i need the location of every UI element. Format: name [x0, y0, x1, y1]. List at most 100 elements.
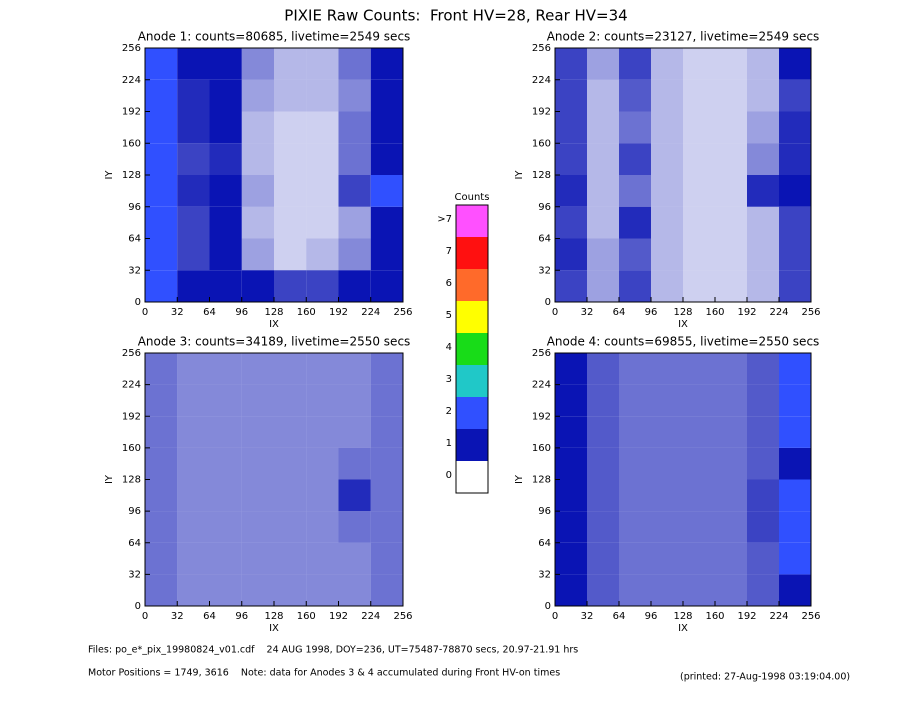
y-axis-label: IY [514, 170, 525, 180]
heat-cell [715, 143, 747, 175]
heat-cell [715, 353, 747, 385]
heat-cell [370, 511, 403, 543]
heat-cell [274, 479, 307, 512]
heat-cell [274, 542, 307, 575]
x-tick-label: 128 [673, 307, 692, 318]
colorbar-swatch [456, 365, 488, 397]
y-tick-label: 224 [122, 380, 141, 391]
heat-cell [555, 384, 587, 417]
heat-cell [338, 542, 371, 575]
heat-cell [241, 238, 274, 271]
heat-cell [338, 353, 371, 385]
heat-cell [274, 79, 307, 112]
heat-cell [177, 416, 210, 448]
heat-cell [779, 143, 811, 175]
heat-cell [274, 238, 307, 271]
heat-cell [177, 175, 210, 207]
x-tick-label: 160 [705, 307, 724, 318]
x-tick-label: 96 [235, 611, 248, 622]
heat-cell [338, 175, 371, 207]
heat-cell [274, 384, 307, 417]
heat-cell [779, 206, 811, 239]
heat-cell [651, 143, 683, 175]
heat-cell [651, 574, 683, 606]
heat-cell [209, 384, 242, 417]
y-tick-label: 224 [122, 75, 141, 86]
heat-cell [747, 175, 779, 207]
colorbar-label: 3 [446, 374, 452, 385]
heat-cell [177, 206, 210, 239]
footer-printed: (printed: 27-Aug-1998 03:19:04.00) [680, 672, 850, 683]
heat-cell [209, 574, 242, 606]
y-tick-label: 256 [122, 43, 141, 54]
x-tick-label: 32 [171, 307, 184, 318]
x-tick-label: 192 [329, 611, 348, 622]
heat-cell [274, 48, 307, 80]
heat-cell [747, 542, 779, 575]
heat-cell [370, 143, 403, 175]
heat-cell [587, 479, 619, 512]
heat-cell [241, 574, 274, 606]
y-axis-label: IY [104, 474, 115, 484]
heat-cell [747, 384, 779, 417]
colorbar-swatch [456, 461, 488, 493]
y-tick-label: 64 [128, 538, 141, 549]
heat-cell [274, 353, 307, 385]
heat-cell [241, 511, 274, 543]
heat-cell [370, 574, 403, 606]
heat-cell [587, 574, 619, 606]
heat-cell [370, 353, 403, 385]
heat-cell [306, 143, 339, 175]
heat-cell [555, 542, 587, 575]
heat-cell [619, 175, 651, 207]
heat-cell [779, 511, 811, 543]
heat-cell [177, 574, 210, 606]
heat-cell [177, 511, 210, 543]
heat-cell [370, 79, 403, 112]
x-tick-label: 192 [329, 307, 348, 318]
colorbar-frame [455, 204, 489, 494]
heat-cell [619, 143, 651, 175]
heat-cell [587, 79, 619, 112]
heat-cell [587, 48, 619, 80]
heat-cell [241, 416, 274, 448]
x-tick-label: 64 [203, 611, 216, 622]
heat-cell [209, 206, 242, 239]
heat-cell [177, 542, 210, 575]
heat-cell [241, 79, 274, 112]
heat-cell [177, 143, 210, 175]
footer-files: Files: po_e*_pix_19980824_v01.cdf 24 AUG… [88, 645, 578, 656]
heat-cell [209, 270, 242, 302]
x-tick-label: 64 [613, 307, 626, 318]
heat-cell [306, 384, 339, 417]
heat-cell [177, 238, 210, 271]
heat-cell [587, 175, 619, 207]
heat-cell [370, 175, 403, 207]
heat-cell [306, 447, 339, 480]
heat-cell [306, 353, 339, 385]
heat-cell [177, 447, 210, 480]
y-tick-label: 160 [122, 138, 141, 149]
heat-cell [747, 353, 779, 385]
heat-cell [338, 479, 371, 512]
heat-cell [370, 238, 403, 271]
heat-cell [145, 511, 178, 543]
heat-cell [587, 511, 619, 543]
heat-cell [145, 353, 178, 385]
y-tick-label: 128 [532, 475, 551, 486]
colorbar-label: 0 [446, 470, 452, 481]
x-tick-label: 192 [737, 307, 756, 318]
y-tick-label: 32 [128, 569, 141, 580]
panel-title: Anode 4: counts=69855, livetime=2550 sec… [547, 335, 820, 349]
heat-cell [274, 206, 307, 239]
heat-cell [651, 542, 683, 575]
panel-title: Anode 2: counts=23127, livetime=2549 sec… [547, 30, 820, 44]
heat-cell [338, 447, 371, 480]
heat-cell [306, 542, 339, 575]
panel-title: Anode 3: counts=34189, livetime=2550 sec… [138, 335, 411, 349]
colorbar-swatch [456, 237, 488, 269]
heat-cell [619, 479, 651, 512]
heat-cell [747, 479, 779, 512]
panel-title: Anode 1: counts=80685, livetime=2549 sec… [138, 30, 411, 44]
x-axis-label: IX [678, 623, 688, 634]
